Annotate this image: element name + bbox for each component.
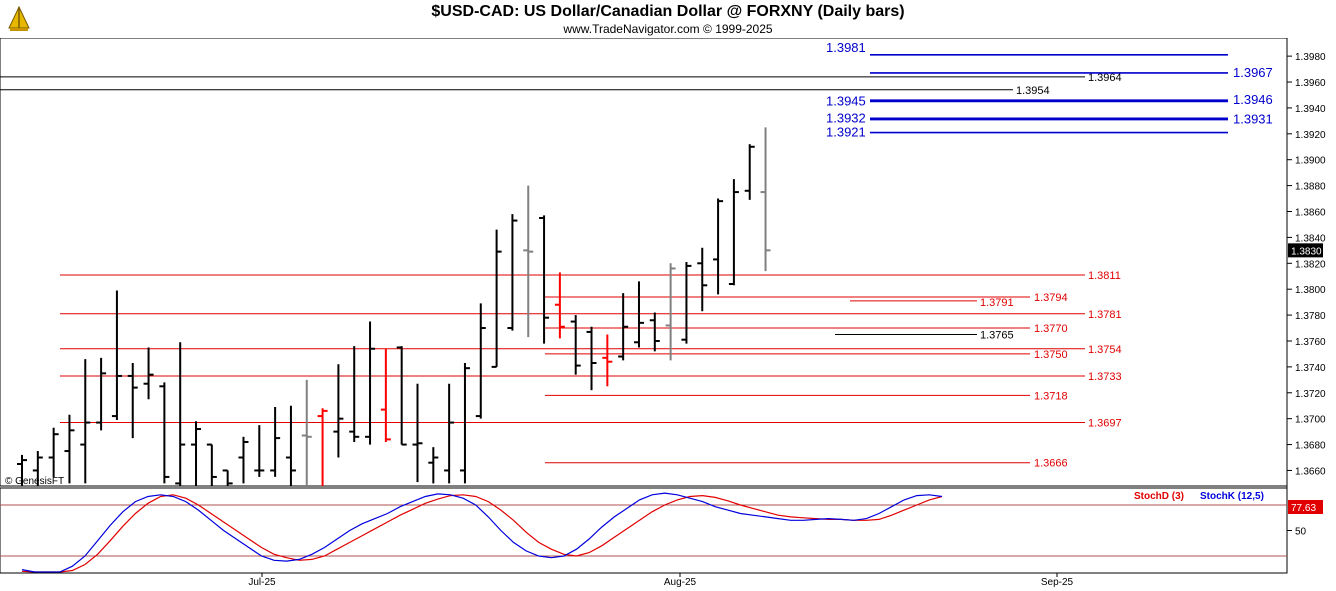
level-label: 1.3791 <box>980 297 1014 309</box>
price-tick-label: 1.3940 <box>1295 104 1326 115</box>
fibonacci-levels: 1.3981 1.3967 1.3964 1.3954 1.3945 1.3946 1.39… <box>0 40 1273 470</box>
level-label: 1.3967 <box>1233 65 1273 80</box>
chart-header: $USD-CAD: US Dollar/Canadian Dollar @ FO… <box>0 0 1336 38</box>
stoch-d-legend: StochD (3) <box>1134 491 1184 502</box>
price-tick-label: 1.3920 <box>1295 130 1326 141</box>
price-tick-label: 1.3740 <box>1295 363 1326 374</box>
price-axis-background <box>1287 38 1336 591</box>
last-price-marker <box>1288 243 1323 258</box>
level-label: 1.3770 <box>1034 323 1068 335</box>
price-tick-label: 1.3800 <box>1295 285 1326 296</box>
price-tick-label: 1.3980 <box>1295 52 1326 63</box>
level-label: 1.3964 <box>1088 72 1122 84</box>
level-label: 1.3750 <box>1034 349 1068 361</box>
level-label: 1.3946 <box>1233 92 1273 107</box>
level-label: 1.3945 <box>826 93 866 108</box>
last-price-label: 1.3830 <box>1291 246 1322 257</box>
price-tick-label: 1.3900 <box>1295 156 1326 167</box>
level-label: 1.3765 <box>980 330 1014 342</box>
price-tick-label: 1.3820 <box>1295 259 1326 270</box>
level-label: 1.3754 <box>1088 344 1122 356</box>
level-label: 1.3697 <box>1088 418 1122 430</box>
price-tick-label: 1.3760 <box>1295 337 1326 348</box>
stochastic-tick-label: 50 <box>1295 527 1307 538</box>
level-label: 1.3794 <box>1034 292 1068 304</box>
level-label: 1.3781 <box>1088 309 1122 321</box>
price-axis: 1.3660 1.3680 1.3700 1.3720 1.3740 1.3760 1.37… <box>1286 38 1336 591</box>
level-label: 1.3921 <box>826 125 866 140</box>
price-tick-label: 1.3860 <box>1295 208 1326 219</box>
stochastic-last-label: 77.63 <box>1291 503 1316 514</box>
ohlc-panel[interactable] <box>0 38 1288 487</box>
price-tick-label: 1.3680 <box>1295 441 1326 452</box>
price-tick-label: 1.3720 <box>1295 389 1326 400</box>
level-label: 1.3931 <box>1233 112 1273 127</box>
price-tick-label: 1.3840 <box>1295 233 1326 244</box>
stochastic-panel-frame <box>0 487 1288 574</box>
price-tick-label: 1.3700 <box>1295 415 1326 426</box>
level-label: 1.3932 <box>826 110 866 125</box>
stochastic-last-marker <box>1288 500 1323 515</box>
ohlc-bars <box>17 127 771 486</box>
level-label: 1.3811 <box>1088 270 1121 282</box>
price-tick-label: 1.3660 <box>1295 466 1326 477</box>
price-tick-label: 1.3880 <box>1295 182 1326 193</box>
date-tick-label: Jul-25 <box>248 577 276 588</box>
level-label: 1.3981 <box>826 40 866 55</box>
watermark-label: © GenesisFT <box>5 476 64 487</box>
price-chart[interactable]: 1.3981 1.3967 1.3964 1.3954 1.3945 1.3946 1.39… <box>0 38 1336 591</box>
price-tick-label: 1.3960 <box>1295 78 1326 89</box>
stochastic-panel[interactable]: 50 77.63 <box>0 487 1323 574</box>
level-label: 1.3718 <box>1034 390 1068 402</box>
chart-title: $USD-CAD: US Dollar/Canadian Dollar @ FO… <box>431 3 905 20</box>
chart-subtitle: www.TradeNavigator.com © 1999-2025 <box>563 22 773 36</box>
ohlc-panel-frame <box>0 38 1288 487</box>
level-label: 1.3666 <box>1034 458 1068 470</box>
date-axis: Jul-25 Aug-25 Sep-25 <box>0 572 1287 588</box>
level-label: 1.3733 <box>1088 371 1122 383</box>
trade-navigator-logo-icon <box>4 4 34 34</box>
date-tick-label: Sep-25 <box>1041 577 1074 588</box>
price-tick-label: 1.3780 <box>1295 311 1326 322</box>
level-label: 1.3954 <box>1016 85 1050 97</box>
stochastic-line-d <box>21 494 943 573</box>
stochastic-line-k <box>21 492 943 573</box>
date-tick-label: Aug-25 <box>664 577 697 588</box>
stoch-k-legend: StochK (12,5) <box>1200 491 1264 502</box>
